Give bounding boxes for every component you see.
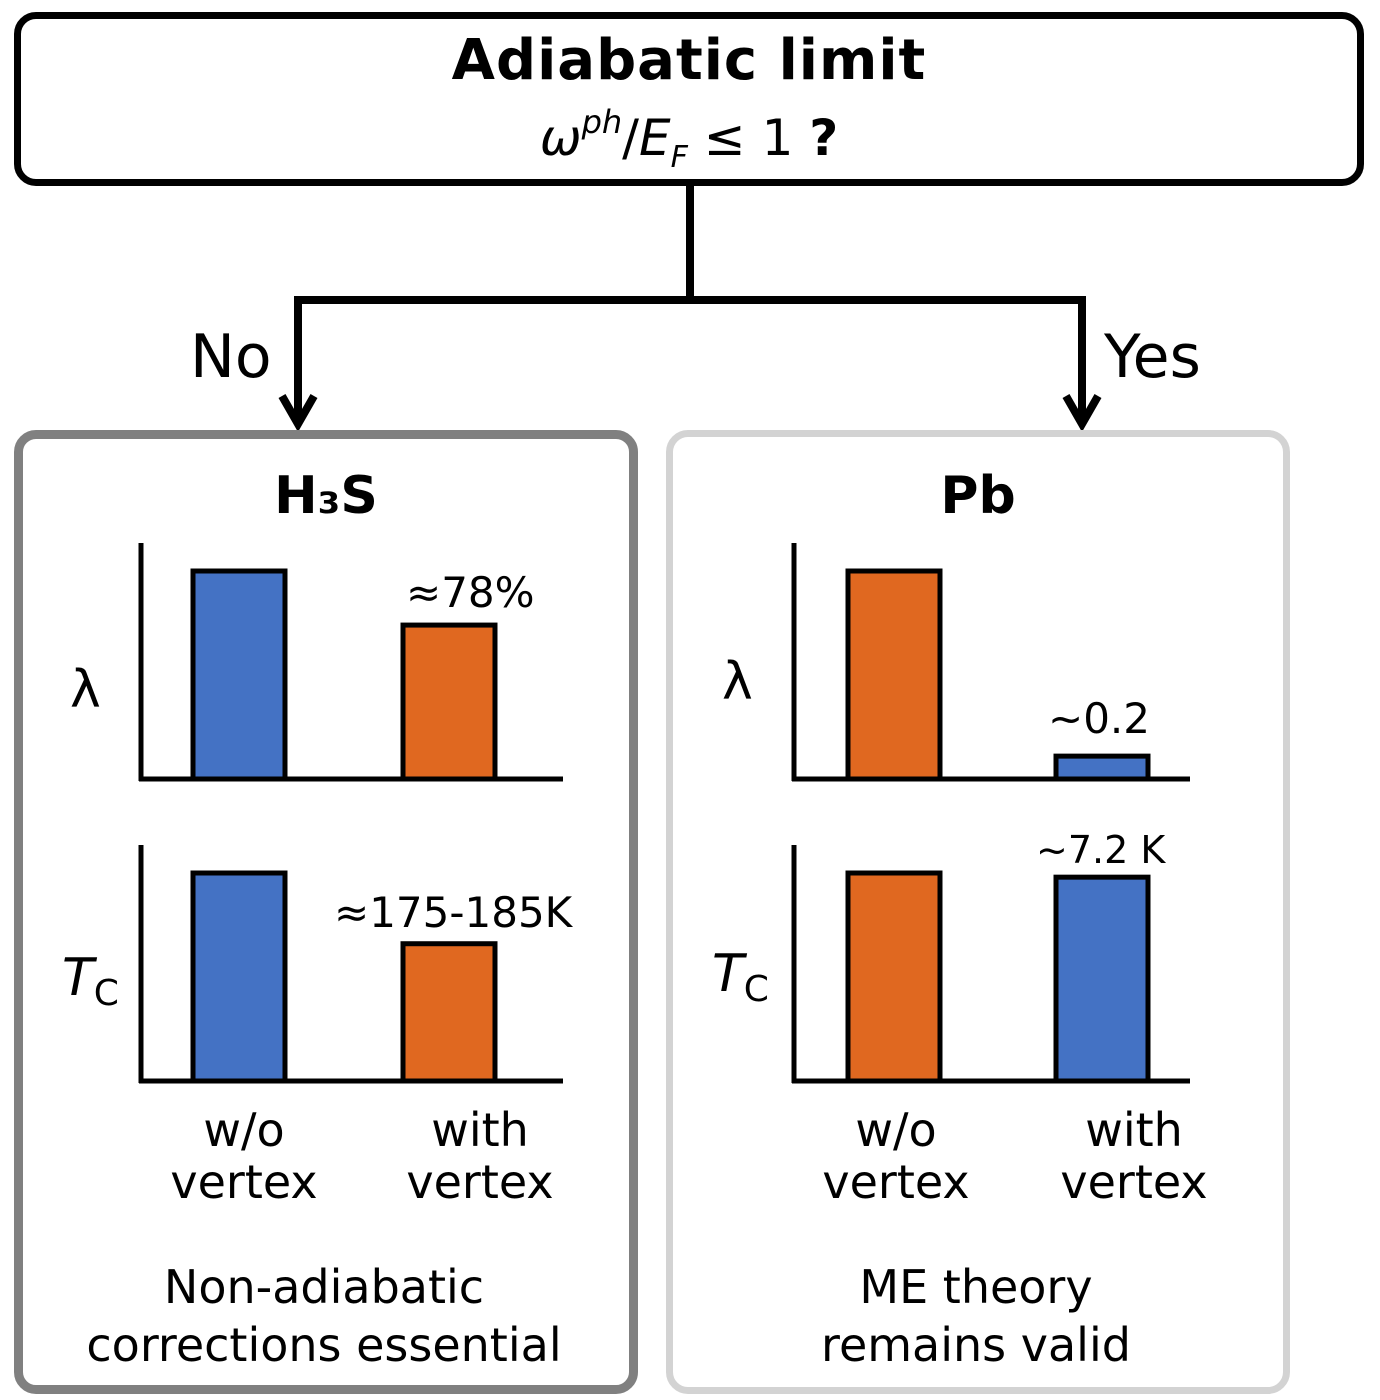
lambda-annotation-h3s: ≈78%	[406, 568, 535, 617]
tc-axis-label-pb: TC	[712, 944, 769, 1010]
decision-condition: ωph/EF ≤ 1 ?	[539, 103, 839, 175]
bar-h3s-lambda-without-vertex	[190, 568, 288, 782]
decision-title: Adiabatic limit	[451, 28, 927, 93]
decision-box	[14, 12, 1364, 186]
bar-h3s-lambda-with-vertex	[400, 622, 498, 782]
panel-title-pb: Pb	[940, 466, 1016, 526]
panel-pb	[666, 430, 1290, 1394]
bar-h3s-tc-without-vertex	[190, 870, 288, 1084]
lambda-axis-label-pb: λ	[722, 652, 753, 712]
conclusion-h3s: Non-adiabatic corrections essential	[86, 1260, 562, 1372]
lambda-axis-label-h3s: λ	[70, 660, 101, 720]
x-label-pb-without-vertex: w/o vertex	[822, 1103, 970, 1209]
bar-pb-tc-without-vertex	[845, 870, 943, 1084]
bar-pb-tc-with-vertex	[1053, 874, 1151, 1084]
branch-connectors	[278, 186, 1102, 433]
x-label-h3s-with-vertex: with vertex	[406, 1103, 554, 1209]
no-arrowhead	[278, 394, 318, 433]
x-label-h3s-without-vertex: w/o vertex	[170, 1103, 318, 1209]
x-label-pb-with-vertex: with vertex	[1060, 1103, 1208, 1209]
panel-h3s	[14, 430, 638, 1394]
branch-no-label: No	[190, 322, 272, 392]
bar-h3s-tc-with-vertex	[400, 941, 498, 1084]
bar-pb-lambda-without-vertex	[845, 568, 943, 782]
yes-arrowhead	[1062, 394, 1102, 433]
lambda-annotation-pb: ~0.2	[1048, 694, 1150, 743]
branch-yes-label: Yes	[1104, 322, 1201, 392]
panel-title-h3s: H₃S	[274, 466, 378, 526]
conclusion-pb: ME theory remains valid	[821, 1260, 1131, 1372]
bar-pb-lambda-with-vertex	[1053, 753, 1151, 782]
tc-annotation-pb: ~7.2 K	[1036, 828, 1166, 872]
tc-annotation-h3s: ≈175-185K	[334, 888, 573, 937]
tc-axis-label-h3s: TC	[62, 948, 119, 1014]
